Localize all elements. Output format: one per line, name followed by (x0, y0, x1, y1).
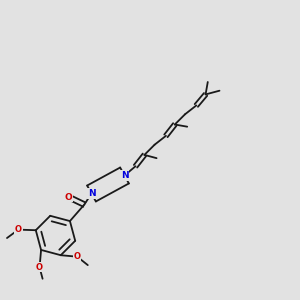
Text: O: O (65, 193, 73, 202)
Text: N: N (121, 171, 128, 180)
Text: O: O (74, 252, 81, 261)
Text: N: N (88, 189, 95, 198)
Text: O: O (36, 263, 43, 272)
Text: O: O (15, 225, 22, 234)
